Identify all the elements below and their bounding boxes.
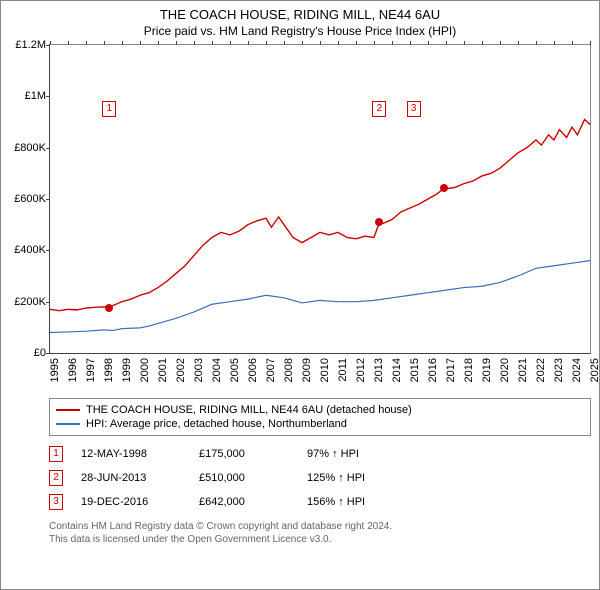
x-axis-label: 2006 [247,358,259,382]
legend: THE COACH HOUSE, RIDING MILL, NE44 6AU (… [49,398,591,436]
txn-pct: 97% ↑ HPI [307,448,417,460]
transactions-table: 1 12-MAY-1998 £175,000 97% ↑ HPI 2 28-JU… [49,442,591,514]
x-axis-label: 2025 [589,358,600,382]
x-axis-label: 2011 [337,358,349,382]
x-axis-label: 1995 [49,358,61,382]
txn-pct: 125% ↑ HPI [307,472,417,484]
y-axis-label: £800K [14,142,50,154]
x-axis-labels: 1995 1996 1997 1998 1999 2000 2001 2002 2003 2004… [49,354,591,392]
txn-date: 12-MAY-1998 [81,448,181,460]
x-axis-label: 2007 [265,358,277,382]
x-axis-label: 2015 [409,358,421,382]
x-axis-label: 2012 [355,358,367,382]
x-axis-label: 2016 [427,358,439,382]
x-axis-label: 2020 [499,358,511,382]
plot-area: £0£200K£400K£600K£800K£1M£1.2M123 [49,44,591,354]
y-axis-label: £1.2M [15,39,50,51]
x-axis-label: 2008 [283,358,295,382]
table-row: 1 12-MAY-1998 £175,000 97% ↑ HPI [49,442,591,466]
footer-line: Contains HM Land Registry data © Crown c… [49,520,591,533]
legend-row: HPI: Average price, detached house, Nort… [56,417,584,431]
txn-price: £175,000 [199,448,289,460]
txn-date: 19-DEC-2016 [81,496,181,508]
chart-marker-label: 1 [102,101,116,117]
line-series-svg [50,45,590,353]
legend-swatch [56,423,80,425]
table-row: 2 28-JUN-2013 £510,000 125% ↑ HPI [49,466,591,490]
x-axis-label: 2009 [301,358,313,382]
x-axis-label: 2010 [319,358,331,382]
txn-price: £510,000 [199,472,289,484]
footer-line: This data is licensed under the Open Gov… [49,533,591,546]
series-line-hpi [50,261,590,333]
x-axis-label: 1997 [85,358,97,382]
x-axis-label: 2019 [481,358,493,382]
x-axis-label: 1999 [121,358,133,382]
x-axis-label: 2004 [211,358,223,382]
x-axis-label: 2002 [175,358,187,382]
y-axis-label: £200K [14,296,50,308]
table-row: 3 19-DEC-2016 £642,000 156% ↑ HPI [49,490,591,514]
txn-pct: 156% ↑ HPI [307,496,417,508]
chart-marker-label: 3 [407,101,421,117]
x-axis-label: 2000 [139,358,151,382]
x-axis-label: 2014 [391,358,403,382]
legend-label: HPI: Average price, detached house, Nort… [86,418,347,430]
x-axis-label: 2017 [445,358,457,382]
x-axis-label: 1996 [67,358,79,382]
x-axis-label: 2023 [553,358,565,382]
x-axis-label: 2021 [517,358,529,382]
x-axis-label: 2024 [571,358,583,382]
sale-point-dot [375,218,383,226]
legend-row: THE COACH HOUSE, RIDING MILL, NE44 6AU (… [56,403,584,417]
chart-subtitle: Price paid vs. HM Land Registry's House … [1,24,599,38]
legend-swatch [56,409,80,411]
x-axis-label: 2013 [373,358,385,382]
x-axis-label: 2022 [535,358,547,382]
x-axis-label: 2001 [157,358,169,382]
series-line-property [50,119,590,310]
chart-container: THE COACH HOUSE, RIDING MILL, NE44 6AU P… [0,0,600,590]
marker-badge: 1 [49,446,63,462]
title-block: THE COACH HOUSE, RIDING MILL, NE44 6AU P… [1,1,599,40]
txn-price: £642,000 [199,496,289,508]
x-axis-label: 2003 [193,358,205,382]
y-axis-label: £400K [14,244,50,256]
chart-marker-label: 2 [372,101,386,117]
x-axis-label: 2005 [229,358,241,382]
sale-point-dot [440,184,448,192]
marker-badge: 2 [49,470,63,486]
txn-date: 28-JUN-2013 [81,472,181,484]
x-axis-label: 1998 [103,358,115,382]
sale-point-dot [105,304,113,312]
legend-label: THE COACH HOUSE, RIDING MILL, NE44 6AU (… [86,404,412,416]
x-axis-label: 2018 [463,358,475,382]
marker-badge: 3 [49,494,63,510]
footer-attribution: Contains HM Land Registry data © Crown c… [49,520,591,546]
chart-title: THE COACH HOUSE, RIDING MILL, NE44 6AU [1,7,599,22]
y-axis-label: £600K [14,193,50,205]
